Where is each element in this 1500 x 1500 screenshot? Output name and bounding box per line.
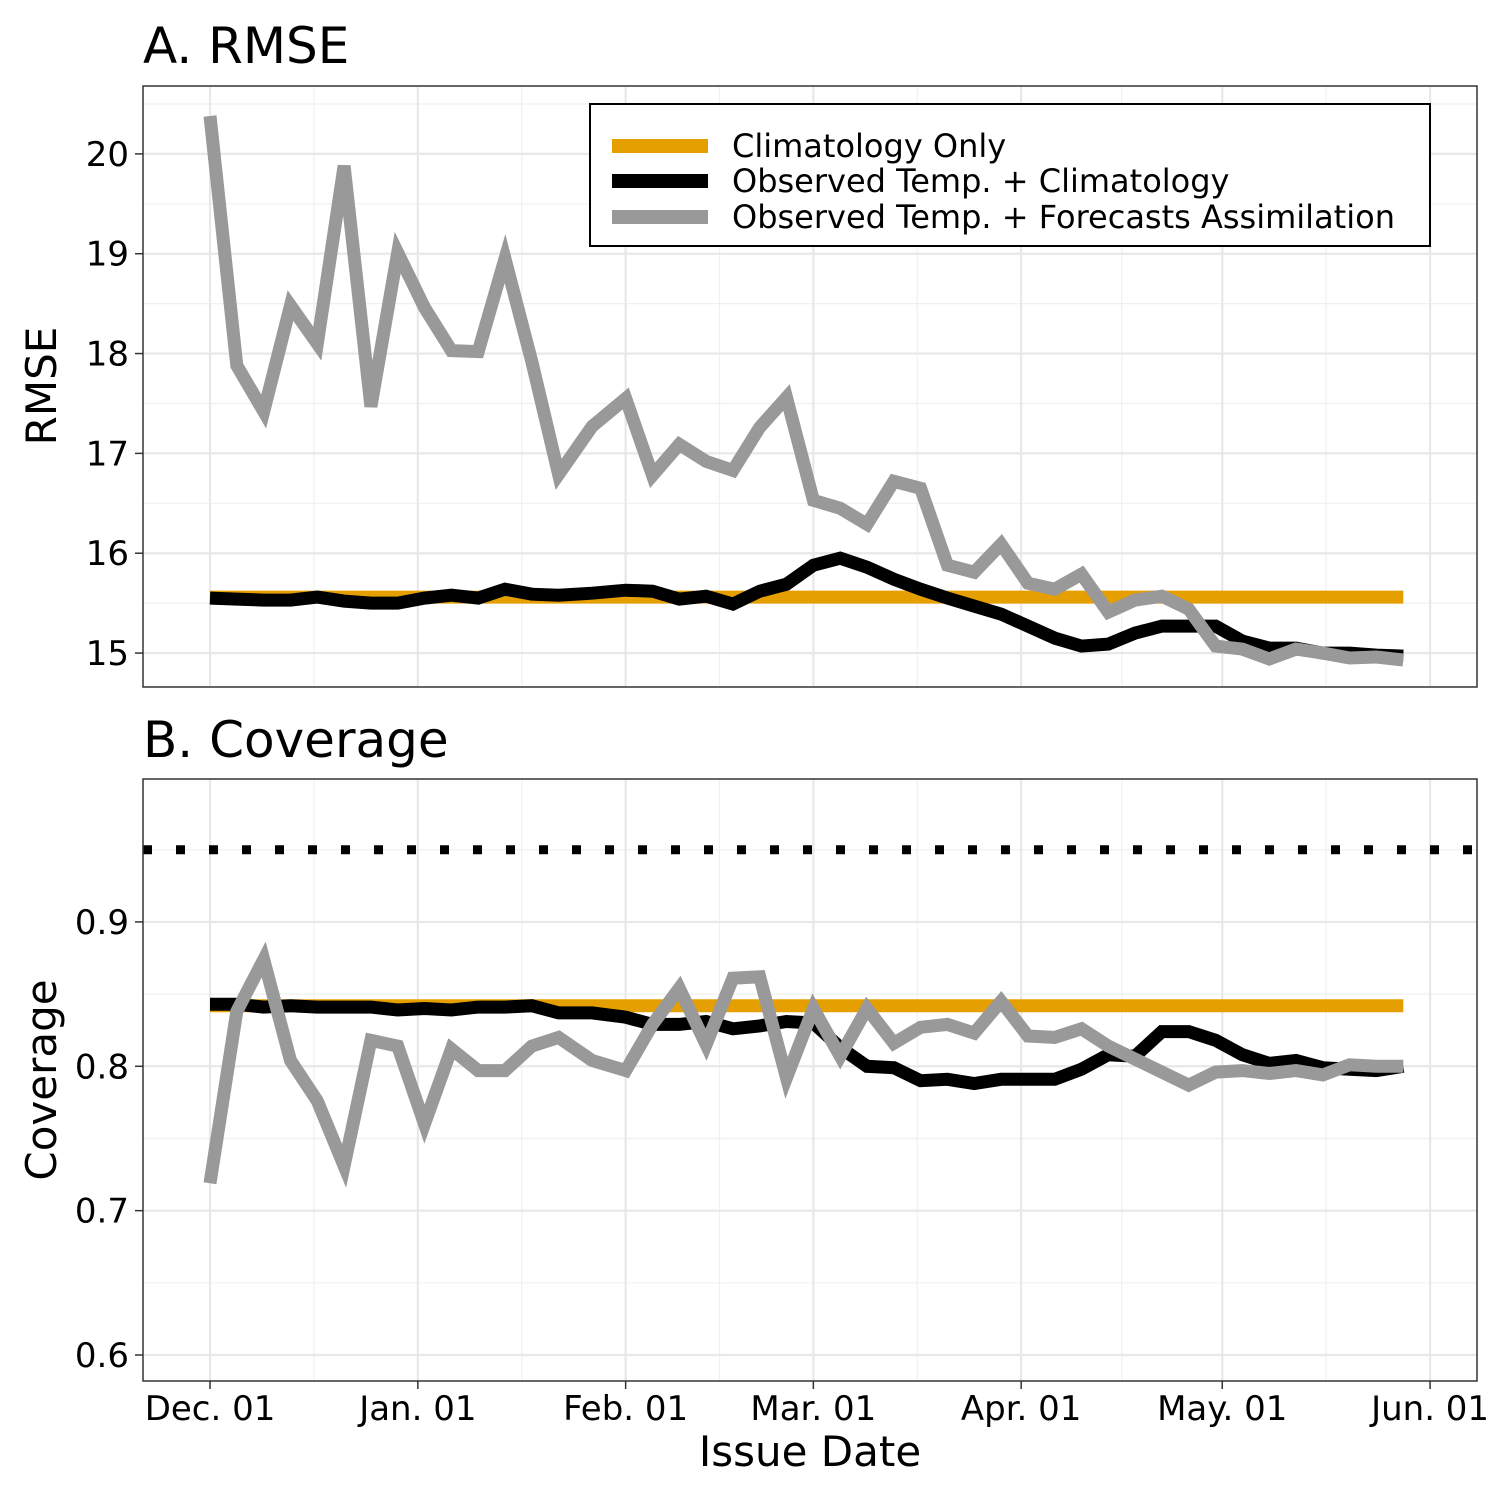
- panel-a-border: [142, 85, 1478, 688]
- x-tick-label: Feb. 01: [563, 1389, 688, 1429]
- x-axis-label: Issue Date: [699, 1427, 921, 1476]
- legend-box: [589, 103, 1431, 247]
- legend-label-observed-temp-forecasts: Observed Temp. + Forecasts Assimilation: [732, 198, 1395, 236]
- panel-a-y-tick-label: 17: [86, 434, 129, 474]
- panel-a-y-tick-label: 20: [86, 135, 129, 175]
- x-tick-label: Apr. 01: [961, 1389, 1082, 1429]
- panel-a-y-tick-label: 18: [86, 335, 129, 375]
- x-tick-label: Dec. 01: [145, 1389, 276, 1429]
- panel-b-series: [143, 845, 1477, 1188]
- legend-label-climatology-only: Climatology Only: [732, 127, 1006, 165]
- x-axis-ticks: Dec. 01 Jan. 01 Feb. 01 Mar. 01 Apr. 01 May. …: [145, 1381, 1489, 1429]
- panel-b-y-ticks: 0.6 0.7 0.8 0.9: [75, 903, 143, 1376]
- panel-b-title: B. Coverage: [143, 711, 449, 769]
- x-tick-label: Jan. 01: [357, 1389, 476, 1429]
- panel-b-plot-area: [143, 779, 1477, 1381]
- panel-a-series: [203, 115, 1405, 667]
- panel-a-y-tick-label: 15: [86, 634, 129, 674]
- panel-b-y-axis-label: Coverage: [17, 979, 66, 1180]
- legend: Climatology Only Observed Temp. + Climat…: [589, 103, 1431, 247]
- panel-b-series-observed-temp-forecasts-assimilation: [203, 941, 1404, 1188]
- panel-a-title: A. RMSE: [143, 17, 349, 75]
- x-tick-label: Mar. 01: [750, 1389, 876, 1429]
- panel-b-y-tick-label: 0.7: [75, 1192, 129, 1232]
- panel-b-y-tick-label: 0.9: [75, 903, 129, 943]
- panel-a-series-observed-temp-forecasts-assimilation: [203, 115, 1405, 667]
- panel-a-y-ticks: 15 16 17 18 19 20: [86, 135, 143, 674]
- x-tick-label: Jun. 01: [1369, 1389, 1489, 1429]
- panel-a-y-tick-label: 16: [86, 534, 129, 574]
- panel-b-border: [142, 778, 1478, 1382]
- panel-a-y-axis-label: RMSE: [17, 327, 66, 446]
- panel-a-y-tick-label: 19: [86, 235, 129, 275]
- panel-b-y-tick-label: 0.6: [75, 1336, 129, 1376]
- panel-b-y-tick-label: 0.8: [75, 1047, 129, 1087]
- legend-label-observed-temp-climatology: Observed Temp. + Climatology: [732, 162, 1229, 200]
- x-tick-label: May. 01: [1157, 1389, 1287, 1429]
